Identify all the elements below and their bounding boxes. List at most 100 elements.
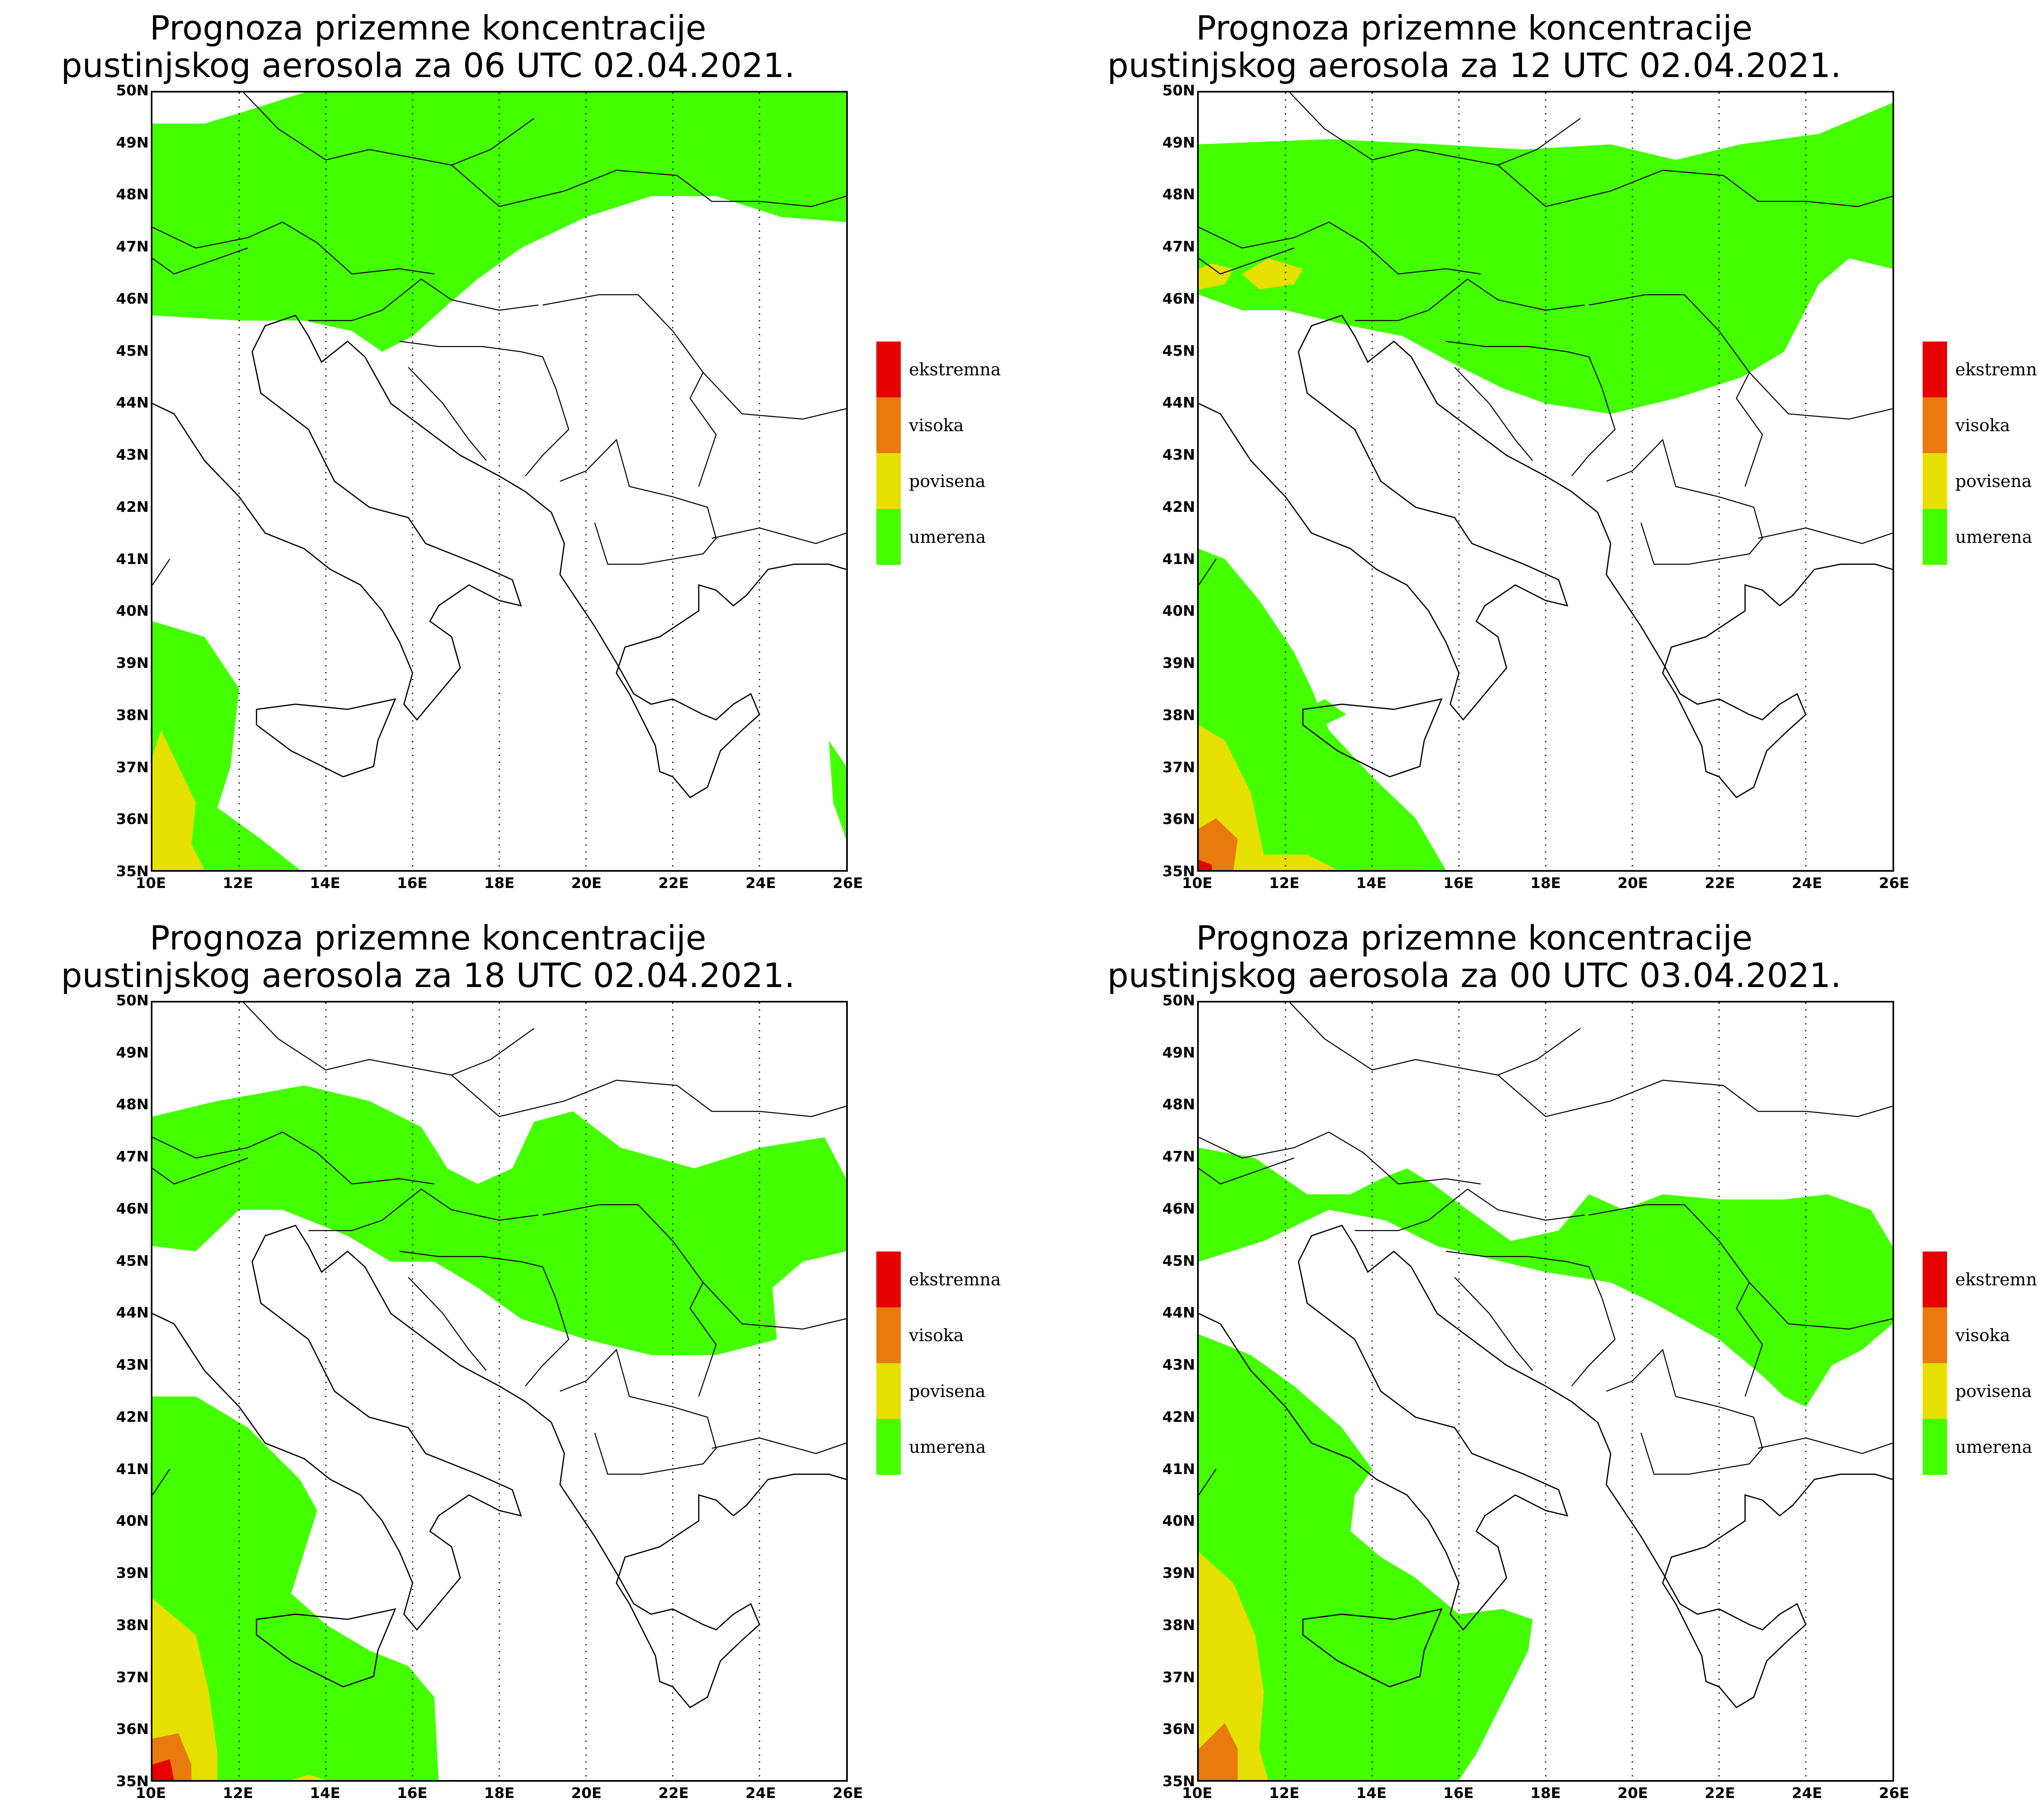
forecast-panel: Prognoza prizemne koncentracije pustinjsk… [0, 910, 1046, 1820]
lon-tick-label: 14E [310, 1785, 340, 1802]
concentration-area-povisena [1242, 258, 1303, 290]
legend-swatch [1923, 1307, 1947, 1363]
lat-tick-label: 49N [116, 134, 149, 151]
country-border [399, 1251, 569, 1387]
legend-swatch [1923, 1363, 1947, 1419]
country-border [1606, 438, 1763, 565]
lat-tick-label: 50N [1162, 82, 1195, 99]
lat-tick-label: 35N [116, 863, 149, 880]
country-border [1498, 165, 1724, 207]
country-border [677, 1085, 846, 1117]
lat-tick-label: 43N [1162, 1357, 1195, 1374]
country-border [1606, 1348, 1763, 1475]
lat-tick-label: 37N [1162, 759, 1195, 776]
lon-tick-label: 20E [1617, 1785, 1648, 1802]
lat-tick-label: 44N [116, 1304, 149, 1322]
country-border [1199, 1131, 1481, 1185]
legend-label: povisena [1955, 471, 2032, 491]
lat-tick-label: 48N [1162, 186, 1195, 203]
lat-tick-label: 37N [116, 759, 149, 776]
forecast-panel: Prognoza prizemne koncentracije pustinjsk… [1046, 910, 2038, 1820]
lon-tick-label: 24E [1791, 1785, 1822, 1802]
concentration-area-umerena [152, 1396, 439, 1780]
lat-tick-label: 35N [116, 1773, 149, 1790]
legend-label: umerena [909, 1437, 986, 1457]
concentration-area-povisena [1199, 725, 1338, 870]
lat-tick-label: 38N [1162, 1617, 1195, 1634]
concentration-area-umerena [1307, 699, 1346, 725]
lat-tick-label: 44N [1162, 394, 1195, 412]
legend-label: visoka [909, 1325, 964, 1345]
country-border [711, 1437, 846, 1454]
country-border [1454, 1277, 1533, 1371]
legend-label: povisena [909, 1381, 986, 1401]
country-border [1354, 278, 1585, 321]
lon-tick-label: 12E [223, 875, 254, 892]
lat-tick-label: 47N [1162, 238, 1195, 256]
lat-tick-label: 38N [116, 707, 149, 724]
sicily-coastline [256, 698, 397, 778]
panel-title-line1: Prognoza prizemne koncentracije [150, 9, 706, 48]
lon-tick-label: 22E [658, 1785, 689, 1802]
concentration-area-povisena [1199, 1552, 1268, 1780]
country-border [1199, 559, 1217, 586]
country-border [711, 527, 846, 544]
lon-tick-label: 20E [1617, 875, 1648, 892]
panel-title-line2: pustinjskog aerosola za 18 UTC 02.04.202… [61, 956, 795, 995]
lon-tick-label: 22E [658, 875, 689, 892]
lat-tick-label: 48N [1162, 1096, 1195, 1113]
legend-label: umerena [1955, 1437, 2032, 1457]
legend-swatch [876, 1307, 901, 1363]
lat-tick-label: 46N [1162, 290, 1195, 307]
lat-tick-label: 42N [116, 498, 149, 516]
lon-tick-label: 26E [832, 1785, 863, 1802]
forecast-panel: Prognoza prizemne koncentracije pustinjsk… [0, 0, 1046, 910]
lon-tick-label: 26E [1879, 1785, 1910, 1802]
lat-tick-label: 35N [1162, 1773, 1195, 1790]
legend-swatch [876, 1252, 901, 1307]
country-border [703, 372, 846, 420]
lat-tick-label: 37N [1162, 1669, 1195, 1686]
lat-tick-label: 48N [116, 1096, 149, 1113]
lat-tick-label: 36N [1162, 1721, 1195, 1738]
lat-tick-label: 40N [116, 1513, 149, 1530]
lon-tick-label: 18E [484, 875, 515, 892]
country-border [408, 1277, 487, 1371]
lon-tick-label: 26E [832, 875, 863, 892]
lon-tick-label: 16E [1443, 875, 1474, 892]
lon-tick-label: 24E [1791, 875, 1822, 892]
legend-label: ekstremna [1955, 1269, 2038, 1289]
legend-swatch [876, 453, 901, 509]
country-border [703, 1282, 846, 1330]
sicily-coastline [1302, 698, 1443, 778]
country-border [1723, 1085, 1892, 1117]
legend-label: umerena [909, 527, 986, 547]
lat-tick-label: 43N [1162, 447, 1195, 464]
country-border [152, 221, 435, 275]
lat-tick-label: 49N [116, 1044, 149, 1061]
lat-tick-label: 42N [116, 1408, 149, 1426]
lat-tick-label: 41N [1162, 1461, 1195, 1478]
concentration-area-ekstremna [152, 1759, 174, 1780]
lon-tick-label: 20E [571, 1785, 602, 1802]
lat-tick-label: 47N [116, 238, 149, 256]
coastline [1199, 315, 1892, 798]
country-border [408, 367, 487, 461]
legend-label: povisena [1955, 1381, 2032, 1401]
country-border [543, 1204, 717, 1397]
country-border [1354, 1188, 1585, 1231]
legend-swatch [1923, 509, 1947, 565]
lon-tick-label: 18E [484, 1785, 515, 1802]
lon-tick-label: 16E [397, 1785, 428, 1802]
country-border [1454, 367, 1533, 461]
lon-tick-label: 10E [1182, 875, 1213, 892]
lat-tick-label: 44N [1162, 1304, 1195, 1322]
lon-tick-label: 22E [1705, 1785, 1735, 1802]
sicily-coastline [1302, 1608, 1443, 1688]
legend-label: ekstremna [1955, 359, 2038, 379]
legend-swatch [876, 509, 901, 565]
lon-tick-label: 16E [397, 875, 428, 892]
forecast-panel: Prognoza prizemne koncentracije pustinjsk… [1046, 0, 2038, 910]
country-border [152, 247, 248, 275]
lon-tick-label: 14E [310, 875, 340, 892]
